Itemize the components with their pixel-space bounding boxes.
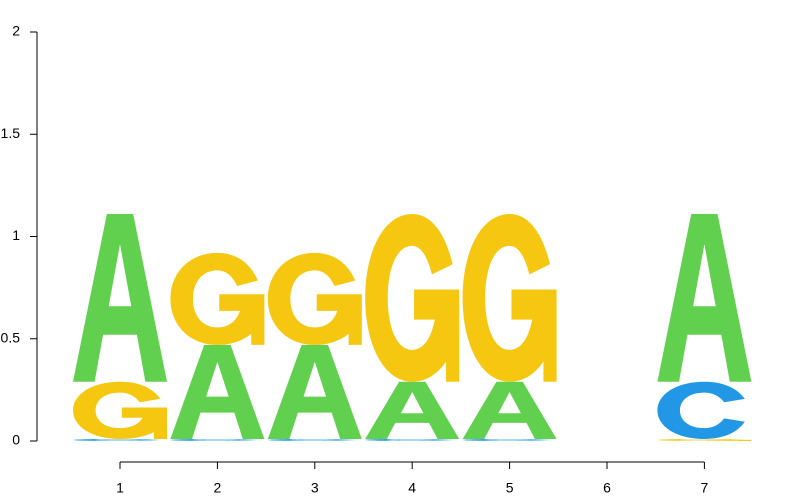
y-tick-label: 0	[12, 432, 20, 448]
x-tick-label: 7	[701, 480, 709, 496]
x-tick-label: 6	[603, 480, 611, 496]
logo-letter-a	[170, 344, 265, 439]
logo-letter-a	[365, 381, 460, 439]
logo-letter-a	[267, 344, 362, 439]
logo-letter-c	[365, 438, 453, 441]
y-tick-label: 1	[12, 227, 20, 243]
x-tick-label: 4	[408, 480, 416, 496]
logo-letter-g	[170, 252, 265, 345]
y-tick-label: 2	[12, 23, 20, 39]
logo-letter-g	[73, 381, 167, 439]
x-axis: 1 2 3 4 5 6 7	[116, 461, 709, 496]
logo-letter-g	[267, 252, 362, 345]
x-tick-label: 2	[214, 480, 222, 496]
logo-letter-g	[462, 214, 557, 382]
logo-letter-a	[657, 214, 752, 382]
logo-stacks	[73, 214, 752, 441]
y-axis: 0 0.5 1 1.5 2	[1, 23, 38, 448]
logo-letter-a	[462, 381, 557, 439]
y-tick-label: 0.5	[1, 329, 21, 345]
logo-letter-c	[657, 381, 745, 439]
logo-letter-g	[365, 214, 460, 382]
y-tick-label: 1.5	[1, 125, 21, 141]
x-tick-label: 3	[311, 480, 319, 496]
logo-letter-g	[657, 438, 752, 441]
logo-letter-a	[73, 214, 167, 382]
logo-letter-c	[170, 438, 258, 441]
logo-letter-c	[462, 438, 551, 441]
x-tick-label: 5	[506, 480, 514, 496]
logo-letter-c	[267, 438, 356, 441]
logo-letter-c	[73, 438, 161, 441]
x-tick-label: 1	[116, 480, 124, 496]
